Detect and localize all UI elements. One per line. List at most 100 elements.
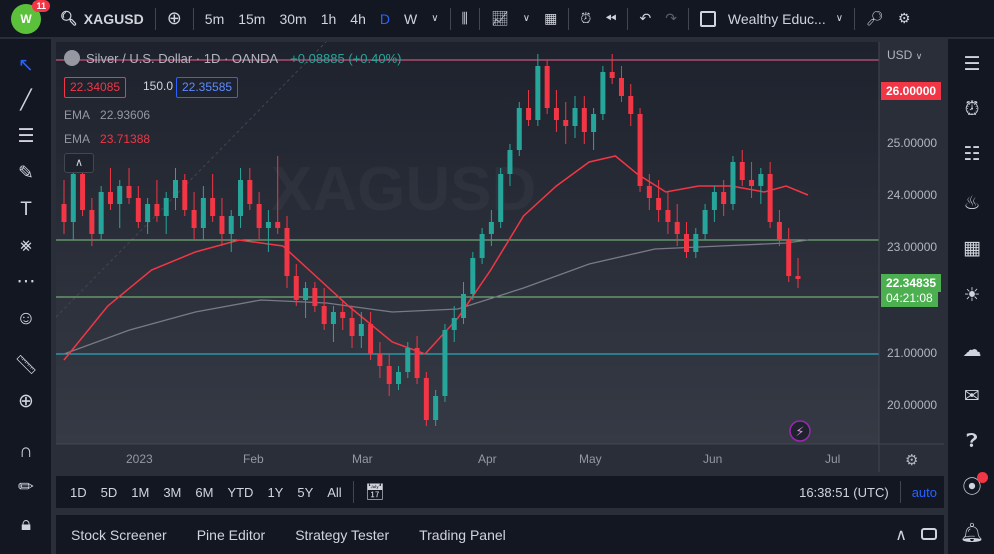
candle	[135, 186, 141, 228]
chart-area[interactable]: XAGUSD ⚡︎	[56, 42, 944, 472]
gear-icon[interactable]: ⚙	[905, 452, 919, 469]
text-icon[interactable]: T	[20, 199, 32, 220]
current-price-tag: 22.34835	[881, 274, 942, 292]
chevron-up-icon: ∧	[895, 526, 907, 544]
interval-30m[interactable]: 30m	[279, 10, 307, 27]
pattern-icon[interactable]: ⨳	[20, 235, 32, 256]
candle-body	[498, 174, 504, 222]
candle	[395, 366, 401, 390]
range-3m[interactable]: 3M	[163, 484, 182, 500]
user-avatar[interactable]: W 11	[11, 0, 50, 34]
panel-maximize-button[interactable]	[914, 527, 944, 543]
candle	[749, 162, 755, 198]
range-6m[interactable]: 6M	[195, 484, 214, 500]
panel-tab-pine-editor[interactable]: Pine Editor	[196, 526, 266, 543]
ema-value: 22.93606	[100, 108, 151, 122]
candle	[219, 198, 225, 246]
templates-button[interactable]: ▦	[537, 0, 564, 38]
ideas-lightbulb-icon[interactable]: ☀	[963, 285, 981, 306]
interval-w[interactable]: W	[403, 10, 418, 27]
goto-date-button[interactable]: 📅︎	[358, 482, 392, 502]
range-1y[interactable]: 1Y	[267, 484, 284, 500]
range-all[interactable]: All	[327, 484, 342, 500]
sell-price-button[interactable]: 22.34085	[64, 77, 127, 98]
panel-collapse-button[interactable]: ∧	[888, 525, 914, 545]
candle	[665, 192, 671, 234]
notifications-bell-icon[interactable]: 🔔︎	[959, 523, 985, 544]
hotlist-fire-icon[interactable]: ♨	[963, 193, 981, 214]
indicators-button[interactable]: 📈︎	[484, 0, 516, 38]
interval-15m[interactable]: 15m	[238, 10, 266, 27]
ema-fast-legend[interactable]: EMA 22.93606	[64, 108, 150, 122]
range-1d[interactable]: 1D	[70, 484, 87, 500]
zoom-in-icon[interactable]: ⊕	[18, 391, 34, 412]
panel-tab-strategy-tester[interactable]: Strategy Tester	[295, 526, 390, 543]
layout-name: Wealthy Educ...	[727, 10, 826, 27]
streams-cloud-icon[interactable]: ☁	[962, 340, 982, 361]
auto-scale-toggle[interactable]: auto	[911, 484, 937, 500]
cursor-icon[interactable]: ↖	[18, 55, 34, 76]
time-label: May	[579, 452, 602, 466]
interval-1h[interactable]: 1h	[320, 10, 337, 27]
candle	[637, 108, 643, 192]
candle	[163, 192, 169, 234]
undo-icon: ↶	[639, 10, 652, 26]
brush-icon[interactable]: ✎	[18, 163, 34, 184]
emoji-icon[interactable]: ☺	[16, 308, 36, 329]
interval-5m[interactable]: 5m	[204, 10, 225, 27]
legend-title: Silver / U.S. Dollar · 1D · OANDA	[86, 50, 279, 66]
range-ytd[interactable]: YTD	[227, 484, 254, 500]
watchlist-icon[interactable]: ☰	[963, 54, 981, 75]
calendar-icon[interactable]: ▦	[963, 238, 981, 259]
ema-slow-legend[interactable]: EMA 23.71388	[64, 132, 150, 146]
alert-button[interactable]: ⏰︎	[573, 0, 598, 38]
candle	[479, 228, 485, 264]
panel-tab-stock-screener[interactable]: Stock Screener	[71, 526, 167, 543]
forecast-icon[interactable]: ⋯	[16, 271, 36, 292]
range-5y[interactable]: 5Y	[297, 484, 314, 500]
candle	[572, 96, 578, 138]
trend-line-icon[interactable]: ╱	[20, 90, 32, 111]
news-list-icon[interactable]: ☷	[963, 144, 981, 165]
broadcast-icon[interactable]: ⦿	[958, 472, 988, 502]
range-5d[interactable]: 5D	[100, 484, 118, 500]
gear-icon: ⚙	[897, 10, 911, 26]
undo-button[interactable]: ↶	[632, 0, 658, 38]
flash-alert-icon[interactable]	[789, 420, 811, 442]
replay-button[interactable]: ⏪︎	[598, 0, 623, 38]
quick-search-button[interactable]: 🔎︎	[859, 0, 891, 38]
price-chart[interactable]: XAGUSD ⚡︎	[56, 42, 944, 472]
symbol-watermark: XAGUSD	[271, 155, 536, 224]
redo-button[interactable]: ↷	[658, 0, 684, 38]
settings-button[interactable]: ⚙	[891, 0, 918, 38]
alarm-clock-icon[interactable]: ⏰︎	[964, 99, 980, 120]
candle	[461, 282, 467, 324]
lock-icon[interactable]: 🔒︎	[20, 514, 32, 535]
layout-button[interactable]: Wealthy Educ... ∨	[693, 0, 850, 38]
candle	[80, 168, 86, 216]
chat-icon[interactable]: ✉	[964, 386, 980, 407]
magnet-icon[interactable]: ∩	[19, 441, 33, 462]
candle-body	[107, 192, 113, 204]
buy-price-button[interactable]: 22.35585	[176, 77, 239, 98]
fib-lines-icon[interactable]: ☰	[17, 126, 35, 147]
indicators-dropdown[interactable]: ∨	[516, 0, 537, 38]
interval-4h[interactable]: 4h	[350, 10, 366, 27]
collapse-legend-button[interactable]: ∧	[64, 153, 94, 173]
lock-drawings-icon[interactable]: ✏	[18, 477, 34, 498]
timezone-clock[interactable]: 16:38:51 (UTC)	[799, 484, 889, 500]
panel-tab-trading-panel[interactable]: Trading Panel	[419, 526, 506, 543]
help-icon[interactable]: ❓︎	[966, 431, 978, 452]
interval-dropdown[interactable]: ∨	[424, 0, 445, 38]
currency-selector[interactable]: USD ∨	[887, 48, 923, 62]
candle-body	[61, 204, 67, 222]
candle	[368, 312, 374, 360]
bar-style-button[interactable]: ⫼	[455, 0, 475, 38]
symbol-search-button[interactable]: 🔍︎ XAGUSD	[53, 0, 151, 38]
compare-button[interactable]: ⊕	[160, 0, 189, 38]
range-1m[interactable]: 1M	[131, 484, 150, 500]
interval-d[interactable]: D	[379, 10, 390, 27]
drawn-trend-line[interactable]	[56, 42, 327, 318]
ruler-icon[interactable]: 📏︎	[13, 355, 39, 376]
candle	[70, 162, 76, 240]
